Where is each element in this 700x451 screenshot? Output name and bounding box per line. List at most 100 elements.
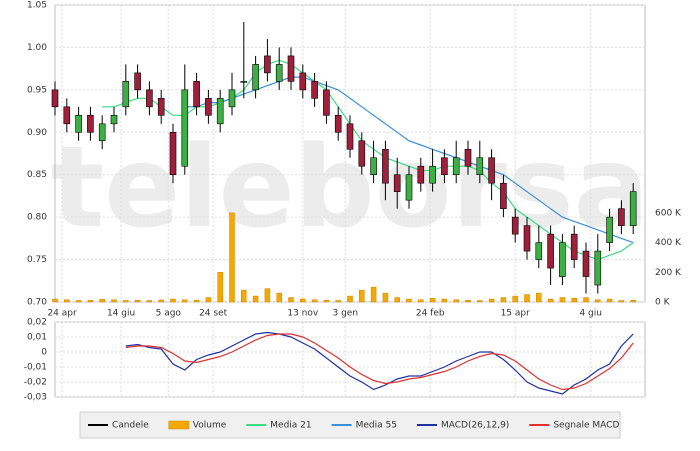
candle-body	[606, 216, 613, 243]
y-tick-label: 1.00	[27, 43, 47, 53]
candle-body	[193, 81, 200, 108]
x-tick-label: 3 gen	[333, 309, 359, 319]
candle-body	[382, 148, 389, 184]
y-tick-label: 0,02	[27, 318, 47, 328]
candle-body	[98, 123, 106, 142]
legend-label: MACD(26,12,9)	[441, 421, 509, 431]
volume-bar	[134, 299, 141, 303]
volume-bar	[123, 300, 129, 303]
y-tick-label: -0,03	[24, 393, 47, 403]
volume-bar	[288, 297, 294, 303]
volume-bar	[193, 299, 200, 303]
legend-label: Media 21	[270, 421, 311, 431]
y2-tick-label: 200 K	[655, 268, 682, 278]
y2-tick-label: 0 K	[655, 298, 671, 308]
y-tick-label: 0.75	[27, 255, 47, 265]
series-line	[125, 331, 634, 395]
volume-bar	[618, 300, 625, 303]
candle-body	[110, 115, 118, 125]
volume-bar	[311, 299, 318, 303]
legend-label: Media 55	[356, 421, 397, 431]
y-tick-label: -0,02	[24, 378, 47, 388]
candle-body	[87, 115, 94, 133]
volume-bar	[488, 298, 495, 303]
candle-body	[287, 55, 295, 82]
volume-bar	[170, 298, 176, 303]
candle-body	[63, 106, 71, 125]
volume-bar	[276, 292, 282, 303]
volume-bar	[158, 299, 164, 303]
candle-body	[205, 98, 212, 116]
volume-bar	[64, 299, 70, 303]
candle-body	[252, 64, 259, 91]
legend-swatch	[168, 420, 190, 430]
candle-body	[157, 98, 165, 116]
candle-body	[216, 98, 224, 125]
candle-body	[299, 72, 307, 91]
volume-bar	[559, 297, 566, 303]
candle-body	[535, 242, 543, 260]
volume-bar	[453, 299, 459, 303]
candle-body	[441, 157, 448, 176]
x-tick-label: 14 giu	[107, 309, 135, 319]
candle-body	[429, 165, 436, 184]
candle-body	[488, 157, 495, 184]
volume-bar	[571, 298, 577, 303]
candle-body	[240, 81, 248, 83]
x-tick-label: 5 ago	[156, 309, 182, 319]
y-tick-label: 0.85	[27, 170, 47, 180]
volume-bar	[111, 299, 117, 303]
volume-bar	[347, 295, 353, 303]
volume-bar	[217, 272, 223, 303]
candle-body	[547, 233, 554, 269]
volume-bar	[512, 295, 518, 303]
volume-bar	[335, 300, 341, 303]
macd-frame	[54, 321, 646, 398]
volume-bar	[252, 295, 259, 303]
candle-body	[559, 242, 566, 277]
x-tick-label: 4 giu	[579, 309, 602, 319]
volume-bar	[300, 298, 306, 303]
volume-bar	[182, 299, 188, 303]
volume-bar	[630, 299, 636, 303]
x-tick-label: 24 feb	[416, 309, 445, 319]
volume-bar	[146, 300, 153, 303]
candle-body	[323, 89, 330, 116]
candle-body	[334, 115, 342, 133]
volume-bar	[205, 297, 212, 303]
volume-bar	[536, 292, 542, 303]
candle-body	[629, 191, 637, 226]
candle-body	[181, 89, 189, 167]
candle-body	[346, 123, 354, 150]
candle-body	[75, 115, 82, 133]
y-tick-label: 0.80	[27, 213, 47, 223]
candle-body	[405, 174, 413, 201]
x-tick-label: 24 set	[199, 309, 228, 319]
candle-body	[511, 216, 519, 235]
volume-bar	[264, 288, 271, 303]
candle-body	[275, 64, 283, 82]
y-tick-label: 0.90	[27, 128, 47, 138]
legend-label: Candele	[112, 421, 149, 431]
legend-label: Segnale MACD	[553, 421, 619, 431]
candle-body	[228, 89, 236, 108]
candle-body	[134, 72, 141, 91]
candle-body	[452, 157, 460, 176]
x-tick-label: 13 nov	[287, 309, 319, 319]
volume-bar	[465, 299, 471, 303]
y-tick-label: 0.95	[27, 85, 47, 95]
y2-tick-label: 400 K	[655, 238, 682, 248]
volume-bar	[75, 300, 82, 303]
y-tick-label: 0.70	[27, 298, 47, 308]
volume-bar	[359, 289, 365, 303]
legend-label: Volume	[193, 421, 227, 431]
candle-body	[500, 182, 507, 209]
volume-bar	[583, 297, 589, 303]
volume-bar	[406, 298, 412, 303]
candle-body	[417, 165, 425, 184]
volume-bar	[241, 289, 247, 303]
candle-body	[122, 81, 130, 108]
volume-bar	[99, 299, 105, 303]
candle-body	[582, 250, 590, 277]
x-tick-label: 24 apr	[47, 309, 77, 319]
